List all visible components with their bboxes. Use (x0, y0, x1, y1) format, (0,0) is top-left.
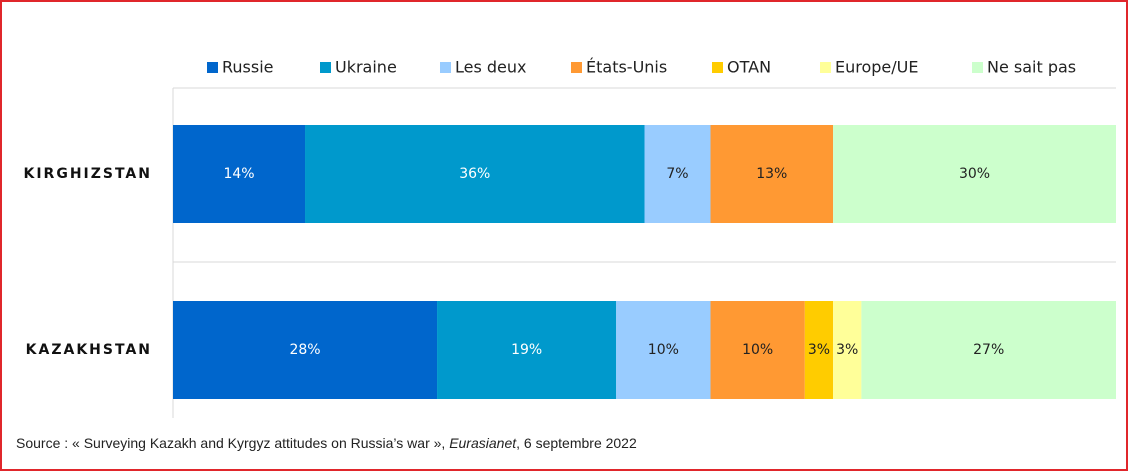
data-label: 36% (459, 166, 490, 182)
data-label: 3% (808, 342, 830, 358)
bar-segment (173, 301, 438, 399)
bar-segment (305, 125, 645, 223)
data-label: 14% (223, 166, 254, 182)
bar-segment (644, 125, 711, 223)
bar-segment (616, 301, 711, 399)
legend-swatch (972, 62, 983, 73)
data-label: 30% (959, 166, 990, 182)
bar-segment (833, 301, 862, 399)
y-tick-label: KIRGHIZSTAN (23, 166, 152, 182)
legend-label: Ukraine (335, 58, 397, 77)
legend-swatch (320, 62, 331, 73)
bar-segment (710, 125, 834, 223)
legend-swatch (440, 62, 451, 73)
legend-swatch (820, 62, 831, 73)
bar-segment (861, 301, 1116, 399)
bar-segment (804, 301, 834, 399)
bar-segment (437, 301, 617, 399)
source: Source : « Surveying Kazakh and Kyrgyz a… (16, 435, 637, 451)
legend-swatch (207, 62, 218, 73)
data-label: 10% (648, 342, 679, 358)
bar-segment (710, 301, 805, 399)
data-label: 28% (289, 342, 320, 358)
legend-label: Ne sait pas (987, 58, 1076, 77)
legend-label: Europe/UE (835, 58, 918, 77)
data-label: 13% (756, 166, 787, 182)
y-tick-label: KAZAKHSTAN (26, 342, 152, 358)
data-label: 10% (742, 342, 773, 358)
bar-segment (173, 125, 306, 223)
legend-swatch (571, 62, 582, 73)
source-text: Source : « Surveying Kazakh and Kyrgyz a… (16, 435, 449, 451)
legend-label: Russie (222, 58, 274, 77)
data-label: 7% (666, 166, 688, 182)
bar-segment (833, 125, 1116, 223)
data-label: 3% (836, 342, 858, 358)
source-text: , 6 septembre 2022 (516, 435, 637, 451)
legend-swatch (712, 62, 723, 73)
legend-label: États-Unis (586, 58, 667, 77)
source-text: Eurasianet (449, 435, 517, 451)
legend-label: Les deux (455, 58, 527, 77)
data-label: 27% (973, 342, 1004, 358)
legend-label: OTAN (727, 58, 771, 77)
data-label: 19% (511, 342, 542, 358)
